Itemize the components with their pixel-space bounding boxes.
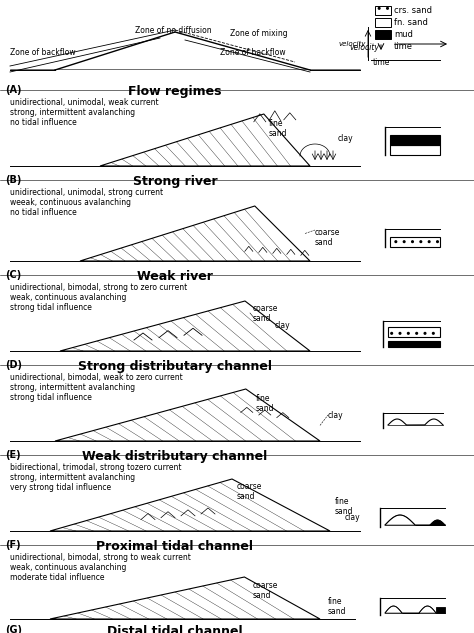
Text: unidirectional, unimodal, strong current: unidirectional, unimodal, strong current (10, 188, 163, 197)
Text: velocity: velocity (349, 42, 379, 51)
Bar (388, 327, 440, 337)
Text: Zone of backflow: Zone of backflow (10, 48, 76, 57)
Text: fine
sand: fine sand (328, 597, 346, 617)
Text: clay: clay (328, 411, 344, 420)
Bar (436, 607, 445, 613)
Text: weak, continuous avalanching: weak, continuous avalanching (10, 563, 127, 572)
Text: unidirectional, bimodal, weak to zero current: unidirectional, bimodal, weak to zero cu… (10, 373, 183, 382)
Text: fine
sand: fine sand (335, 497, 354, 517)
Text: no tidal influence: no tidal influence (10, 118, 77, 127)
Text: unidirectional, unimodal, weak current: unidirectional, unimodal, weak current (10, 98, 159, 107)
Text: bidirectional, trimodal, strong tozero current: bidirectional, trimodal, strong tozero c… (10, 463, 182, 472)
Text: Zone of mixing: Zone of mixing (230, 29, 288, 38)
Text: strong tidal influence: strong tidal influence (10, 303, 92, 312)
Bar (388, 341, 440, 347)
Text: mud: mud (394, 30, 413, 39)
Text: clay: clay (338, 134, 354, 143)
Text: Distal tidal channel: Distal tidal channel (107, 625, 243, 633)
Bar (390, 145, 440, 155)
Polygon shape (385, 515, 415, 525)
Text: (E): (E) (5, 450, 21, 460)
Polygon shape (50, 479, 330, 531)
Text: Weak distributary channel: Weak distributary channel (82, 450, 268, 463)
Text: weeak, continuous avalanching: weeak, continuous avalanching (10, 198, 131, 207)
Text: clay: clay (275, 321, 291, 330)
Text: (C): (C) (5, 270, 21, 280)
Text: time: time (394, 42, 413, 51)
Text: weak, continuous avalanching: weak, continuous avalanching (10, 293, 127, 302)
Text: strong, intermittent avalanching: strong, intermittent avalanching (10, 383, 135, 392)
Text: crs. sand: crs. sand (394, 6, 432, 15)
Text: unidirectional, bimodal, strong to zero current: unidirectional, bimodal, strong to zero … (10, 283, 187, 292)
Polygon shape (60, 301, 310, 351)
Polygon shape (430, 520, 445, 525)
Text: coarse
sand: coarse sand (253, 304, 278, 323)
Text: moderate tidal influence: moderate tidal influence (10, 573, 104, 582)
Bar (390, 237, 440, 247)
Text: very strong tidal influence: very strong tidal influence (10, 483, 111, 492)
Bar (390, 135, 440, 145)
Text: fn. sand: fn. sand (394, 18, 428, 27)
Text: velocity: velocity (338, 41, 366, 47)
Text: time: time (373, 58, 391, 67)
Bar (375, 18, 391, 27)
Text: fine
sand: fine sand (256, 394, 274, 413)
Polygon shape (80, 206, 310, 261)
Text: strong, intermittent avalanching: strong, intermittent avalanching (10, 473, 135, 482)
Polygon shape (50, 577, 320, 619)
Text: Flow regimes: Flow regimes (128, 85, 222, 98)
Text: strong tidal influence: strong tidal influence (10, 393, 92, 402)
Polygon shape (385, 606, 402, 613)
Text: Proximal tidal channel: Proximal tidal channel (97, 540, 254, 553)
Text: fine
sand: fine sand (269, 119, 287, 139)
Text: (G): (G) (5, 625, 22, 633)
Polygon shape (100, 114, 310, 166)
Text: unidirectional, bimodal, strong to weak current: unidirectional, bimodal, strong to weak … (10, 553, 191, 562)
Text: (A): (A) (5, 85, 21, 95)
Text: Zone of no diffusion: Zone of no diffusion (135, 26, 211, 35)
Bar (375, 6, 391, 15)
Text: Strong river: Strong river (133, 175, 217, 188)
Polygon shape (55, 389, 320, 441)
Text: Weak river: Weak river (137, 270, 213, 283)
Text: coarse
sand: coarse sand (237, 482, 263, 501)
Text: clay: clay (345, 513, 361, 522)
Text: coarse
sand: coarse sand (252, 581, 278, 600)
Text: Strong distributary channel: Strong distributary channel (78, 360, 272, 373)
Text: strong, intermittent avalanching: strong, intermittent avalanching (10, 108, 135, 117)
Text: coarse
sand: coarse sand (315, 228, 340, 248)
Text: (D): (D) (5, 360, 22, 370)
Text: no tidal influence: no tidal influence (10, 208, 77, 217)
Text: (F): (F) (5, 540, 21, 550)
Polygon shape (419, 606, 436, 613)
Text: (B): (B) (5, 175, 21, 185)
Text: Zone of backflow: Zone of backflow (220, 48, 286, 57)
Bar (375, 30, 391, 39)
